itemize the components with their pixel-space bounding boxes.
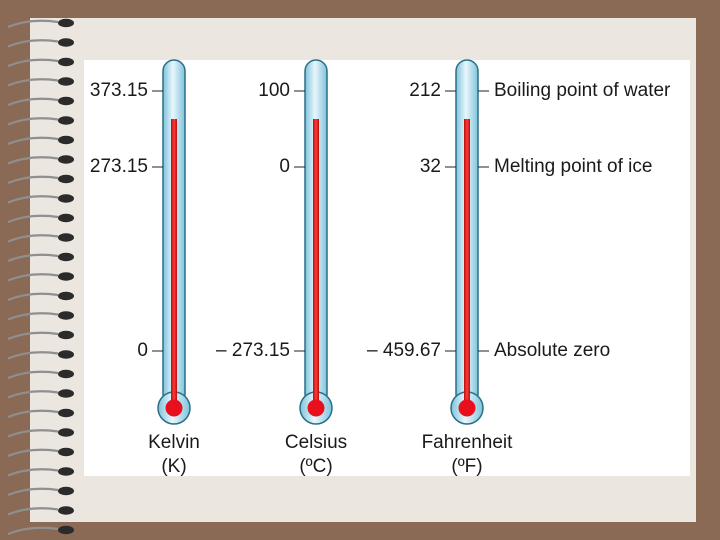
- spiral-ring: [7, 57, 74, 68]
- spiral-ring: [7, 447, 74, 458]
- mercury-column: [464, 119, 470, 409]
- fahrenheit-boiling-value: 212: [409, 80, 441, 101]
- thermometer-celsius: [294, 59, 333, 425]
- spiral-ring: [7, 389, 74, 399]
- spiral-ring: [7, 311, 74, 321]
- spiral-ring: [7, 18, 74, 29]
- thermometer-fahrenheit: [445, 59, 489, 425]
- spiral-ring: [7, 213, 74, 224]
- mercury-bulb: [165, 399, 183, 417]
- spiral-ring: [7, 96, 74, 107]
- thermometer-kelvin: [152, 59, 191, 425]
- mercury-bulb: [458, 399, 476, 417]
- celsius-absolute-zero-value: – 273.15: [216, 340, 290, 361]
- fahrenheit-scale-name: Fahrenheit: [421, 432, 513, 453]
- fahrenheit-melting-value: 32: [419, 156, 441, 177]
- spiral-ring: [7, 116, 74, 126]
- kelvin-boiling-value: 373.15: [89, 80, 148, 101]
- kelvin-scale-name: Kelvin: [148, 432, 200, 453]
- mercury-bulb: [307, 399, 325, 417]
- spiral-ring: [7, 467, 74, 477]
- mercury-column: [313, 119, 319, 409]
- spiral-ring: [7, 135, 74, 146]
- absolute-zero-label: Absolute zero: [494, 340, 611, 361]
- melting-point-label: Melting point of ice: [494, 156, 653, 177]
- spiral-ring: [7, 174, 74, 185]
- spiral-ring: [7, 350, 74, 360]
- spiral-ring: [7, 38, 74, 48]
- spiral-ring: [7, 506, 74, 516]
- spiral-ring: [7, 525, 74, 536]
- fahrenheit-absolute-zero-value: – 459.67: [367, 340, 441, 361]
- celsius-boiling-value: 100: [258, 80, 290, 101]
- celsius-melting-value: 0: [279, 156, 290, 177]
- spiral-ring: [7, 291, 74, 302]
- fahrenheit-scale-unit: (ºF): [451, 456, 483, 477]
- celsius-scale-unit: (ºC): [299, 456, 333, 477]
- spiral-ring: [7, 408, 74, 419]
- kelvin-scale-unit: (K): [161, 456, 187, 477]
- mercury-column: [171, 119, 177, 409]
- spiral-binding: [7, 18, 74, 536]
- spiral-ring: [7, 330, 74, 341]
- spiral-ring: [7, 252, 74, 263]
- boiling-point-label: Boiling point of water: [494, 80, 671, 101]
- kelvin-absolute-zero-value: 0: [137, 340, 148, 361]
- spiral-ring: [7, 272, 74, 282]
- spiral-ring: [7, 369, 74, 380]
- spiral-ring: [7, 155, 74, 165]
- spiral-ring: [7, 194, 74, 204]
- spiral-ring: [7, 233, 74, 243]
- kelvin-melting-value: 273.15: [89, 156, 148, 177]
- spiral-ring: [7, 428, 74, 438]
- spiral-ring: [7, 77, 74, 87]
- spiral-ring: [7, 486, 74, 497]
- celsius-scale-name: Celsius: [284, 432, 348, 453]
